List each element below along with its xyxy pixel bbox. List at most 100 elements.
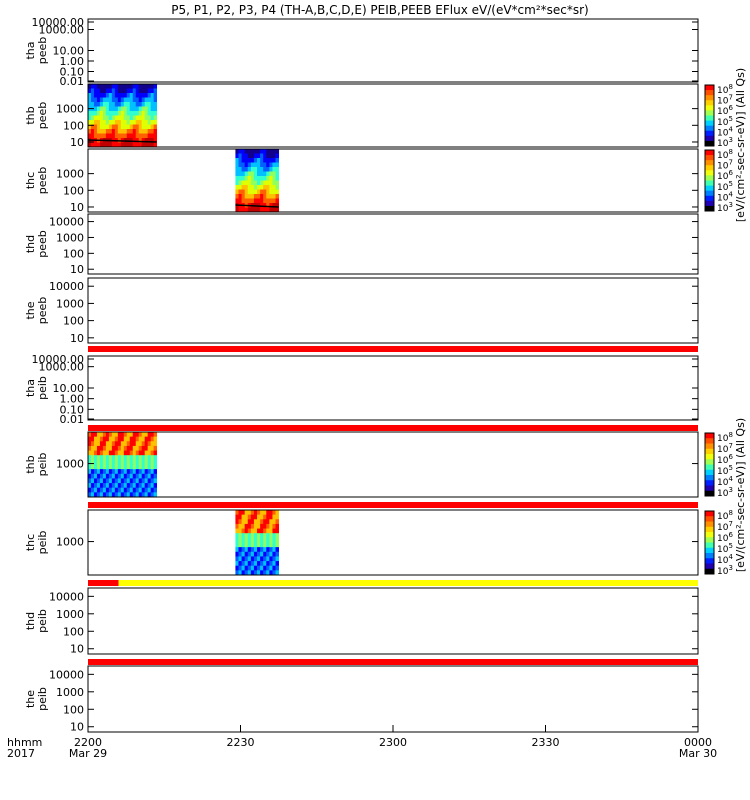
- instrument-label: peeb: [36, 37, 49, 65]
- spectrogram-cell: [272, 176, 276, 181]
- spectrogram-cell: [99, 445, 104, 451]
- spectrogram-cell: [247, 570, 252, 576]
- y-axis-label: thd peeb: [24, 230, 49, 258]
- spectrogram-cell: [114, 478, 119, 484]
- spectrogram-cell: [93, 120, 98, 125]
- spectrogram-cell: [135, 97, 140, 103]
- spectrogram-cell: [88, 473, 92, 479]
- spectrogram-cell: [120, 120, 125, 125]
- y-tick-label: 10.00: [53, 382, 85, 395]
- spectrogram-cell: [150, 459, 155, 465]
- spectrogram-cell: [102, 469, 107, 475]
- spectrogram-cell: [138, 469, 143, 475]
- spectrogram-cell: [263, 528, 267, 534]
- spectrogram-cell: [90, 124, 95, 130]
- spectrogram-cell: [257, 185, 261, 190]
- spectrogram-cell: [141, 142, 146, 148]
- spectrogram-cell: [141, 459, 146, 465]
- spectrogram-cell: [147, 115, 152, 121]
- spectrogram-cell: [241, 158, 246, 163]
- panel-thb-peib: 1000 thb peib: [24, 431, 699, 508]
- colorbar-swatch: [705, 130, 714, 137]
- colorbar-swatch: [705, 547, 714, 554]
- spectrogram-cell: [235, 198, 239, 204]
- spectrogram-cell: [247, 158, 252, 163]
- spectrogram-cell: [150, 432, 155, 438]
- spectrogram-cell: [102, 88, 107, 94]
- instrument-label: peeb: [36, 102, 49, 130]
- spectrogram-cell: [250, 542, 255, 548]
- colorbar-swatch: [705, 433, 714, 439]
- spectrogram-cell: [141, 469, 146, 475]
- spectrogram-cell: [120, 88, 125, 94]
- spectrogram-cell: [120, 142, 125, 148]
- spectrogram-cell: [269, 523, 273, 529]
- spectrogram-cell: [269, 533, 273, 539]
- spectrogram-cell: [138, 436, 143, 442]
- spectrogram-cell: [260, 180, 264, 186]
- spectrogram-cell: [117, 464, 122, 470]
- spectrogram-cell: [129, 445, 134, 451]
- spectrogram-cell: [138, 97, 143, 103]
- y-tick-label: 10000.00: [32, 16, 85, 29]
- spectrogram-cell: [114, 84, 119, 89]
- spectrogram-cell: [93, 133, 98, 139]
- spectrogram-cell: [153, 455, 158, 461]
- spectrogram-cell: [96, 473, 101, 479]
- spectrogram-cell: [241, 510, 246, 516]
- spectrogram-cell: [235, 189, 239, 195]
- spectrogram-cell: [108, 487, 113, 493]
- spectrogram-cell: [108, 133, 113, 139]
- spectrogram-cell: [126, 483, 131, 489]
- spectrogram-cell: [90, 436, 95, 442]
- spectrogram-cell: [250, 514, 255, 520]
- spectrogram-cell: [126, 464, 131, 470]
- spectrogram-cell: [126, 492, 131, 498]
- instrument-label: peib: [36, 453, 49, 477]
- spectrogram-cell: [266, 203, 270, 208]
- spectrogram-cell: [244, 158, 249, 163]
- potential-trace: [235, 204, 279, 208]
- colorbar-swatch: [705, 160, 714, 166]
- spectrogram-cell: [266, 561, 270, 567]
- panel-frame: [87, 355, 699, 421]
- colorbar-swatch: [705, 568, 714, 575]
- spectrogram-cell: [238, 162, 242, 168]
- spectrogram-cell: [144, 459, 149, 465]
- spectrogram-cell: [263, 198, 267, 204]
- flag-bar: [88, 659, 698, 665]
- spectrogram-cell: [150, 487, 155, 493]
- spectrogram-cell: [238, 198, 242, 204]
- spectrogram-cell: [135, 450, 140, 456]
- instrument-label: peib: [36, 531, 49, 555]
- spectrogram-cell: [126, 487, 131, 493]
- spectrogram-cell: [141, 473, 146, 479]
- spectrogram-cell: [147, 142, 152, 148]
- spectrogram-cell: [96, 492, 101, 498]
- spectrogram-cell: [250, 207, 255, 213]
- spectrogram-cell: [93, 450, 98, 456]
- spectrogram-cell: [238, 528, 242, 534]
- spectrogram-cell: [102, 459, 107, 465]
- colorbar-swatch: [705, 100, 714, 106]
- spectrogram-cell: [235, 570, 239, 576]
- spectrogram-cell: [88, 455, 92, 461]
- spectrogram-cell: [138, 111, 143, 116]
- spectrogram-cell: [241, 185, 246, 190]
- y-axis-label: thd peib: [24, 609, 49, 633]
- spectrogram-cell: [247, 547, 252, 553]
- y-tick-label: 1000: [56, 608, 84, 621]
- spectrogram-cell: [247, 528, 252, 534]
- spectrogram-cell: [117, 102, 122, 107]
- y-axis-label: thb peeb: [24, 102, 49, 130]
- spectrogram-cell: [150, 97, 155, 103]
- spectrogram-cell: [247, 510, 252, 516]
- spectrogram-cell: [96, 111, 101, 116]
- spectrogram-cell: [244, 556, 249, 562]
- spectrogram-cell: [93, 97, 98, 103]
- probe-label: thd: [24, 235, 37, 253]
- spectrogram-block: [88, 432, 158, 498]
- spectrogram-cell: [147, 469, 152, 475]
- spectrogram-cell: [105, 436, 110, 442]
